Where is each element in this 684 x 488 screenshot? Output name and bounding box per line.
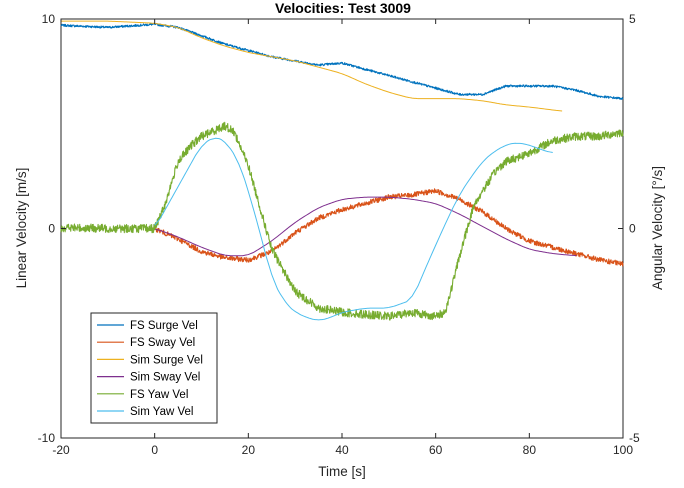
x-tick-label: -20 [52, 443, 70, 457]
x-tick-label: 80 [523, 443, 537, 457]
y-right-tick-label: -5 [629, 431, 640, 445]
legend-entry-label: Sim Sway Vel [130, 372, 200, 384]
x-tick-label: 20 [242, 443, 256, 457]
legend-entry-label: FS Yaw Vel [130, 389, 188, 401]
legend-entry-label: FS Surge Vel [130, 320, 198, 332]
x-tick-label: 60 [429, 443, 443, 457]
y-right-tick-label: 5 [629, 12, 636, 26]
series-line-sim-surge-vel [61, 20, 563, 112]
series-line-sim-yaw-vel [154, 137, 553, 321]
series-line-sim-sway-vel [154, 196, 577, 257]
legend-entry-label: Sim Yaw Vel [130, 406, 194, 418]
x-tick-label: 0 [151, 443, 158, 457]
x-axis-label: Time [s] [318, 464, 366, 479]
legend-box [90, 312, 218, 424]
y-left-tick-label: -10 [38, 431, 56, 445]
legend-entry-label: FS Sway Vel [130, 337, 195, 349]
x-tick-label: 40 [335, 443, 349, 457]
y-right-tick-label: 0 [629, 222, 636, 236]
y-left-tick-label: 0 [48, 222, 55, 236]
chart-title: Velocities: Test 3009 [275, 0, 411, 16]
legend-entry-label: Sim Surge Vel [130, 354, 203, 366]
series-line-fs-sway-vel [154, 188, 624, 267]
x-tick-label: 100 [613, 443, 633, 457]
y-axis-right-label: Angular Velocity [°/s] [650, 166, 665, 290]
legend: FS Surge Vel FS Sway Vel Sim Surge Vel Sim … [90, 312, 218, 424]
y-left-tick-label: 10 [42, 12, 56, 26]
y-axis-left-label: Linear Velocity [m/s] [14, 168, 29, 289]
